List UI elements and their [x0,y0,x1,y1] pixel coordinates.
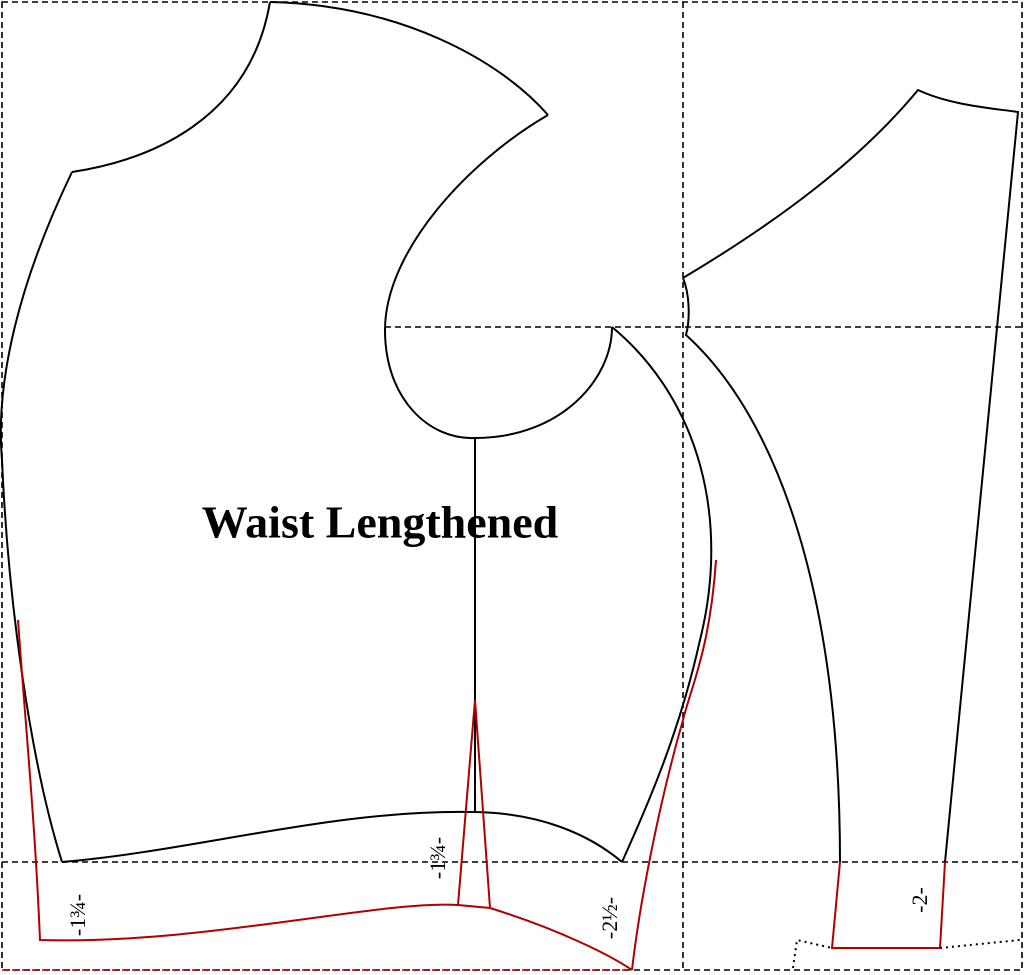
neckline [71,1,271,173]
armhole [383,114,613,440]
back-piece [682,88,1021,969]
waistline [61,810,623,863]
measure-label: -2½- [597,897,622,939]
dotted-edge [792,938,1021,969]
measure-label: -2- [907,887,932,913]
title: Waist Lengthened [202,497,559,548]
lengthened-dart [457,699,491,909]
center-front [0,171,73,863]
back-upper [682,88,1020,863]
front-extension [17,559,717,971]
lengthened-side [631,559,717,971]
shoulder [269,1,549,116]
front-bodice [0,1,713,863]
back-extension [830,861,946,949]
measure-label: -1¾- [65,894,90,936]
side-seam [611,326,713,863]
lengthened-hem [17,619,633,971]
back-side [682,277,841,863]
measure-label: -1¾- [425,837,450,879]
